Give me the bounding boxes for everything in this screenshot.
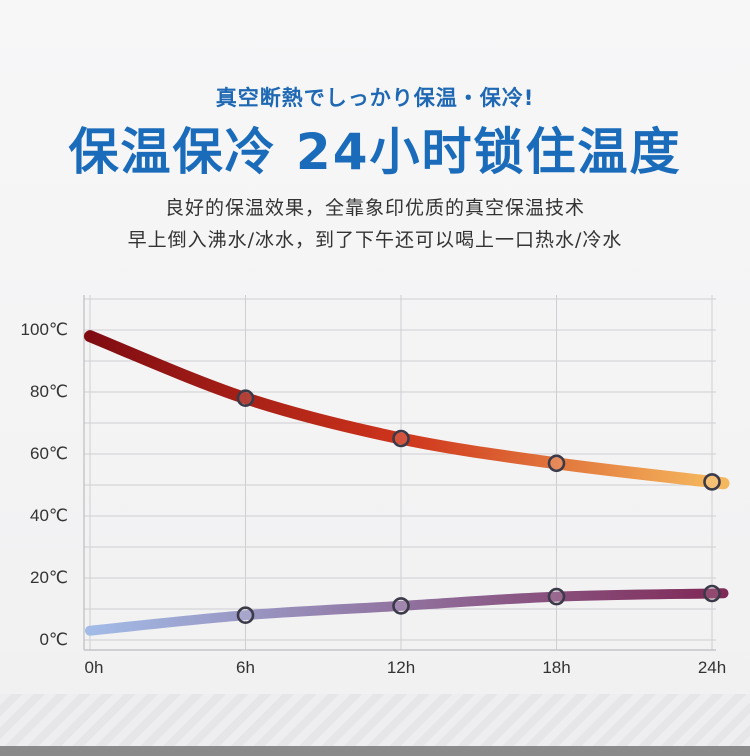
data-point-marker [392, 597, 410, 615]
y-axis-labels: 100℃ 80℃ 60℃ 40℃ 20℃ 0℃ [21, 320, 68, 649]
page-title: 保温保冷 24小时锁住温度 [68, 123, 682, 181]
data-point-marker [703, 584, 721, 603]
y-tick-label: 20℃ [30, 568, 68, 587]
data-point-marker [547, 587, 566, 606]
y-tick-label: 40℃ [30, 506, 68, 525]
series-lines [84, 330, 730, 636]
y-tick-label: 60℃ [30, 444, 68, 463]
data-point-marker [236, 606, 255, 625]
data-point-marker [392, 429, 410, 448]
x-tick-label: 24h [698, 658, 726, 677]
x-tick-label: 12h [387, 658, 415, 677]
data-point-marker [547, 454, 566, 473]
chart-grid [83, 295, 716, 651]
series-markers [236, 389, 721, 625]
x-axis-labels: 0h 6h 12h 18h 24h [85, 658, 727, 677]
temperature-chart: 100℃ 80℃ 60℃ 40℃ 20℃ 0℃ 0h 6h 12h 18h 24h [21, 295, 730, 677]
hot-water-line [84, 330, 730, 490]
x-tick-label: 18h [542, 658, 570, 677]
description-line-2: 早上倒入沸水/冰水，到了下午还可以喝上一口热水/冷水 [127, 229, 623, 251]
subtitle: 真空断熱でしっかり保温・保冷! [215, 86, 535, 110]
decorative-stripe-band [0, 694, 750, 746]
y-tick-label: 80℃ [30, 382, 68, 401]
x-tick-label: 6h [236, 658, 255, 677]
data-point-marker [703, 473, 721, 491]
y-tick-label: 0℃ [39, 630, 68, 649]
bottom-bar [0, 746, 750, 756]
data-point-marker [236, 389, 255, 407]
cold-water-line [85, 588, 729, 636]
x-tick-label: 0h [85, 658, 104, 677]
description-line-1: 良好的保温效果，全靠象印优质的真空保温技术 [164, 197, 585, 219]
y-tick-label: 100℃ [21, 320, 68, 339]
